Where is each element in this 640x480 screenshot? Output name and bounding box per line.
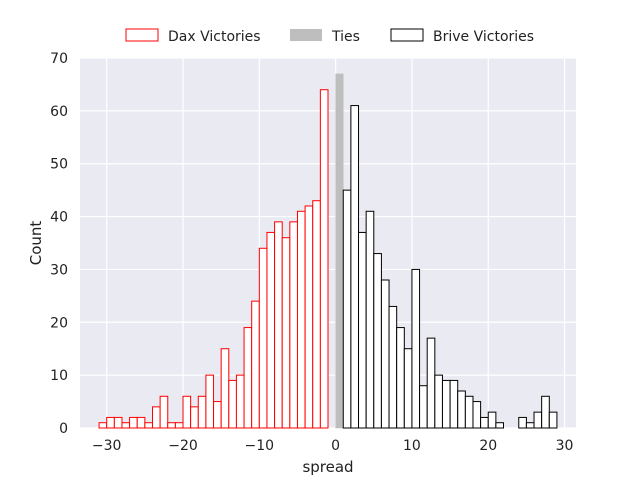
- y-tick-label: 0: [59, 421, 68, 437]
- legend-label: Dax Victories: [168, 29, 261, 45]
- bar: [190, 406, 199, 429]
- y-tick-label: 60: [50, 104, 68, 120]
- bar: [281, 237, 291, 429]
- bar: [167, 422, 176, 429]
- bar: [228, 379, 237, 429]
- bar: [525, 422, 535, 429]
- x-tick-label: −10: [245, 438, 275, 454]
- y-axis-ticks: 0 10 20 30 40 50 60 70: [50, 51, 68, 437]
- bar: [380, 279, 390, 429]
- x-tick-label: 20: [479, 438, 497, 454]
- x-axis-label: spread: [302, 458, 353, 476]
- bar: [151, 406, 161, 429]
- bar: [518, 416, 527, 429]
- bar: [136, 416, 146, 429]
- series-dax-victories: [98, 89, 329, 429]
- bar: [441, 379, 451, 429]
- x-tick-label: −30: [92, 438, 122, 454]
- bar: [495, 422, 505, 429]
- bar: [533, 411, 543, 429]
- bar: [296, 210, 306, 429]
- bar: [480, 416, 489, 429]
- bar: [373, 253, 382, 429]
- bar: [144, 422, 153, 429]
- x-axis-ticks: −30 −20 −10 0 10 20 30: [92, 438, 574, 454]
- bar: [541, 395, 550, 429]
- bar: [174, 422, 184, 429]
- bar: [342, 189, 352, 429]
- bar: [205, 374, 215, 429]
- y-tick-label: 50: [50, 157, 68, 173]
- bar: [434, 374, 443, 429]
- bar: [449, 379, 459, 429]
- series-ties: [335, 73, 344, 429]
- bar: [213, 401, 222, 429]
- bar: [396, 327, 405, 429]
- bar: [106, 416, 115, 429]
- bar: [220, 348, 230, 429]
- bar: [365, 210, 375, 429]
- bar: [235, 374, 245, 429]
- bar: [358, 231, 367, 429]
- bar: [319, 89, 329, 429]
- bar: [457, 390, 466, 429]
- x-tick-label: 10: [403, 438, 421, 454]
- bar: [129, 416, 138, 429]
- legend: Dax Victories Ties Brive Victories: [125, 28, 534, 45]
- legend-label: Brive Victories: [433, 29, 534, 45]
- bar: [121, 422, 131, 429]
- legend-swatch: [390, 28, 424, 42]
- bar: [403, 348, 413, 429]
- bar: [243, 327, 253, 429]
- bar: [487, 411, 497, 429]
- bar: [182, 395, 192, 429]
- bar: [388, 305, 398, 429]
- legend-label: Ties: [331, 29, 360, 45]
- legend-item: Ties: [290, 29, 360, 45]
- y-tick-label: 40: [50, 210, 68, 226]
- y-tick-label: 20: [50, 315, 68, 331]
- bar: [411, 268, 421, 429]
- bar: [251, 300, 260, 429]
- bar: [304, 205, 314, 429]
- bar: [426, 337, 436, 429]
- y-axis-label: Count: [27, 221, 45, 266]
- legend-swatch: [125, 28, 159, 42]
- bar: [266, 231, 276, 429]
- x-tick-label: −20: [168, 438, 198, 454]
- bar: [289, 221, 298, 429]
- bar: [274, 221, 283, 429]
- bar: [548, 411, 558, 429]
- bar: [312, 200, 321, 429]
- bar: [258, 247, 268, 429]
- y-tick-label: 70: [50, 51, 68, 67]
- bar: [98, 422, 108, 429]
- bar: [472, 401, 482, 429]
- bar: [197, 395, 207, 429]
- bars: [98, 73, 558, 429]
- series-brive-victories: [342, 105, 558, 429]
- bar: [419, 385, 428, 429]
- x-tick-label: 0: [331, 438, 340, 454]
- legend-item: Brive Victories: [390, 28, 534, 45]
- bar: [350, 105, 360, 429]
- x-tick-label: 30: [556, 438, 574, 454]
- bar: [159, 395, 169, 429]
- bar: [113, 416, 123, 429]
- legend-swatch: [290, 29, 322, 41]
- y-tick-label: 30: [50, 262, 68, 278]
- y-tick-label: 10: [50, 368, 68, 384]
- legend-item: Dax Victories: [125, 28, 261, 45]
- bar: [335, 73, 344, 429]
- bar: [464, 395, 474, 429]
